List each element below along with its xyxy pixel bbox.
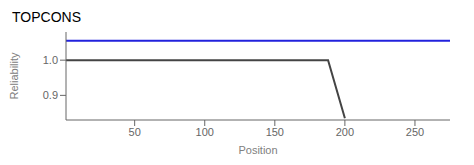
svg-text:Reliability: Reliability	[8, 52, 20, 100]
svg-text:1.0: 1.0	[43, 54, 58, 66]
svg-text:250: 250	[406, 126, 424, 138]
svg-text:Position: Position	[238, 144, 277, 154]
svg-text:50: 50	[129, 126, 141, 138]
svg-text:150: 150	[266, 126, 284, 138]
svg-text:100: 100	[196, 126, 214, 138]
svg-text:0.9: 0.9	[43, 89, 58, 101]
html-text:TOPCONS: TOPCONS	[12, 9, 81, 25]
svg-text:200: 200	[336, 126, 354, 138]
